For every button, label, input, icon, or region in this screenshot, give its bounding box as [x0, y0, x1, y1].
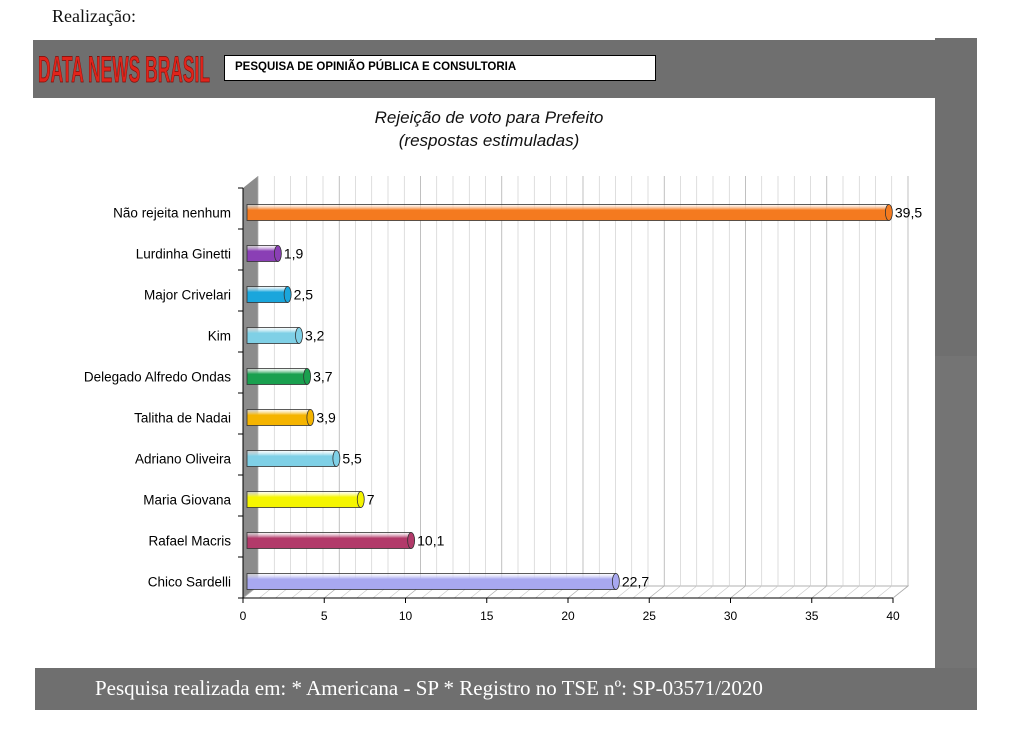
minor-grid-floor-line — [665, 585, 681, 599]
bar-cap — [407, 532, 416, 549]
data-label: 39,5 — [895, 205, 922, 221]
bar — [246, 491, 362, 508]
minor-grid-floor-line — [746, 585, 762, 599]
bar — [246, 204, 890, 221]
category-label: Lurdinha Ginetti — [136, 247, 231, 262]
bar-cap — [283, 286, 292, 303]
category-label: Não rejeita nenhum — [113, 206, 231, 221]
chart-subtitle: (respostas estimuladas) — [399, 131, 579, 150]
bar — [246, 573, 617, 590]
x-tick-label: 10 — [399, 609, 413, 623]
x-tick-label: 25 — [643, 609, 657, 623]
data-label: 22,7 — [622, 574, 649, 590]
bar-cap — [356, 491, 365, 508]
data-label: 2,5 — [294, 287, 314, 303]
minor-grid-floor-line — [697, 585, 714, 599]
x-tick-label: 35 — [805, 609, 819, 623]
minor-grid-floor-line — [795, 585, 811, 599]
grid-floor-line — [811, 585, 827, 599]
minor-grid-floor-line — [681, 585, 697, 599]
x-tick-label: 30 — [724, 609, 738, 623]
grid-floor-line — [649, 585, 665, 599]
category-label: Rafael Macris — [148, 534, 231, 549]
bar-cap — [273, 245, 282, 262]
data-label: 7 — [367, 492, 375, 508]
subtitle-box: PESQUISA DE OPINIÃO PÚBLICA E CONSULTORI… — [224, 55, 656, 81]
bar-cap — [303, 368, 312, 385]
bar-cap — [884, 204, 893, 221]
subtitle-text: PESQUISA DE OPINIÃO PÚBLICA E CONSULTORI… — [235, 61, 517, 73]
category-label: Talitha de Nadai — [134, 411, 231, 426]
bar — [246, 368, 308, 385]
category-label: Major Crivelari — [144, 288, 231, 303]
side-band-lower — [935, 356, 977, 668]
x-tick-label: 15 — [480, 609, 494, 623]
x-tick-label: 5 — [321, 609, 328, 623]
bar-cap — [306, 409, 315, 426]
grid-floor-line — [892, 585, 909, 599]
minor-grid-floor-line — [827, 585, 844, 599]
bar — [246, 409, 311, 426]
chart-area — [33, 98, 935, 668]
category-label: Kim — [208, 329, 231, 344]
realizacao-label: Realização: — [52, 6, 136, 26]
minor-grid-floor-line — [779, 585, 795, 599]
x-tick-label: 20 — [561, 609, 575, 623]
data-label: 5,5 — [342, 451, 362, 467]
data-label: 1,9 — [284, 246, 304, 262]
footer-text: Pesquisa realizada em: * Americana - SP … — [95, 676, 763, 700]
data-label: 3,9 — [316, 410, 336, 426]
minor-grid-floor-line — [714, 585, 730, 599]
x-tick-label: 0 — [240, 609, 247, 623]
minor-grid-floor-line — [632, 585, 649, 599]
data-label: 10,1 — [417, 533, 444, 549]
category-label: Chico Sardelli — [148, 575, 231, 590]
data-label: 3,2 — [305, 328, 325, 344]
category-label: Adriano Oliveira — [135, 452, 232, 467]
bar — [246, 245, 279, 262]
category-label: Delegado Alfredo Ondas — [84, 370, 231, 385]
data-label: 3,7 — [313, 369, 333, 385]
category-label: Maria Giovana — [143, 493, 231, 508]
bar-cap — [611, 573, 620, 590]
grid-floor-line — [730, 585, 746, 599]
minor-grid-floor-line — [876, 585, 892, 599]
minor-grid-floor-line — [616, 585, 632, 599]
svg-text:DATA NEWS BRASIL: DATA NEWS BRASIL — [38, 49, 210, 90]
bar — [246, 327, 300, 344]
bar — [246, 286, 289, 303]
minor-grid-floor-line — [860, 585, 876, 599]
bar — [246, 532, 412, 549]
x-tick-label: 40 — [886, 609, 900, 623]
data-news-brasil-logo: DATA NEWS BRASIL — [38, 49, 211, 91]
chart-title: Rejeição de voto para Prefeito — [375, 108, 604, 127]
footer-band: Pesquisa realizada em: * Americana - SP … — [35, 668, 977, 710]
minor-grid-floor-line — [762, 585, 779, 599]
minor-grid-floor-line — [844, 585, 860, 599]
bar-cap — [332, 450, 341, 467]
bar — [246, 450, 337, 467]
bar-cap — [295, 327, 303, 344]
